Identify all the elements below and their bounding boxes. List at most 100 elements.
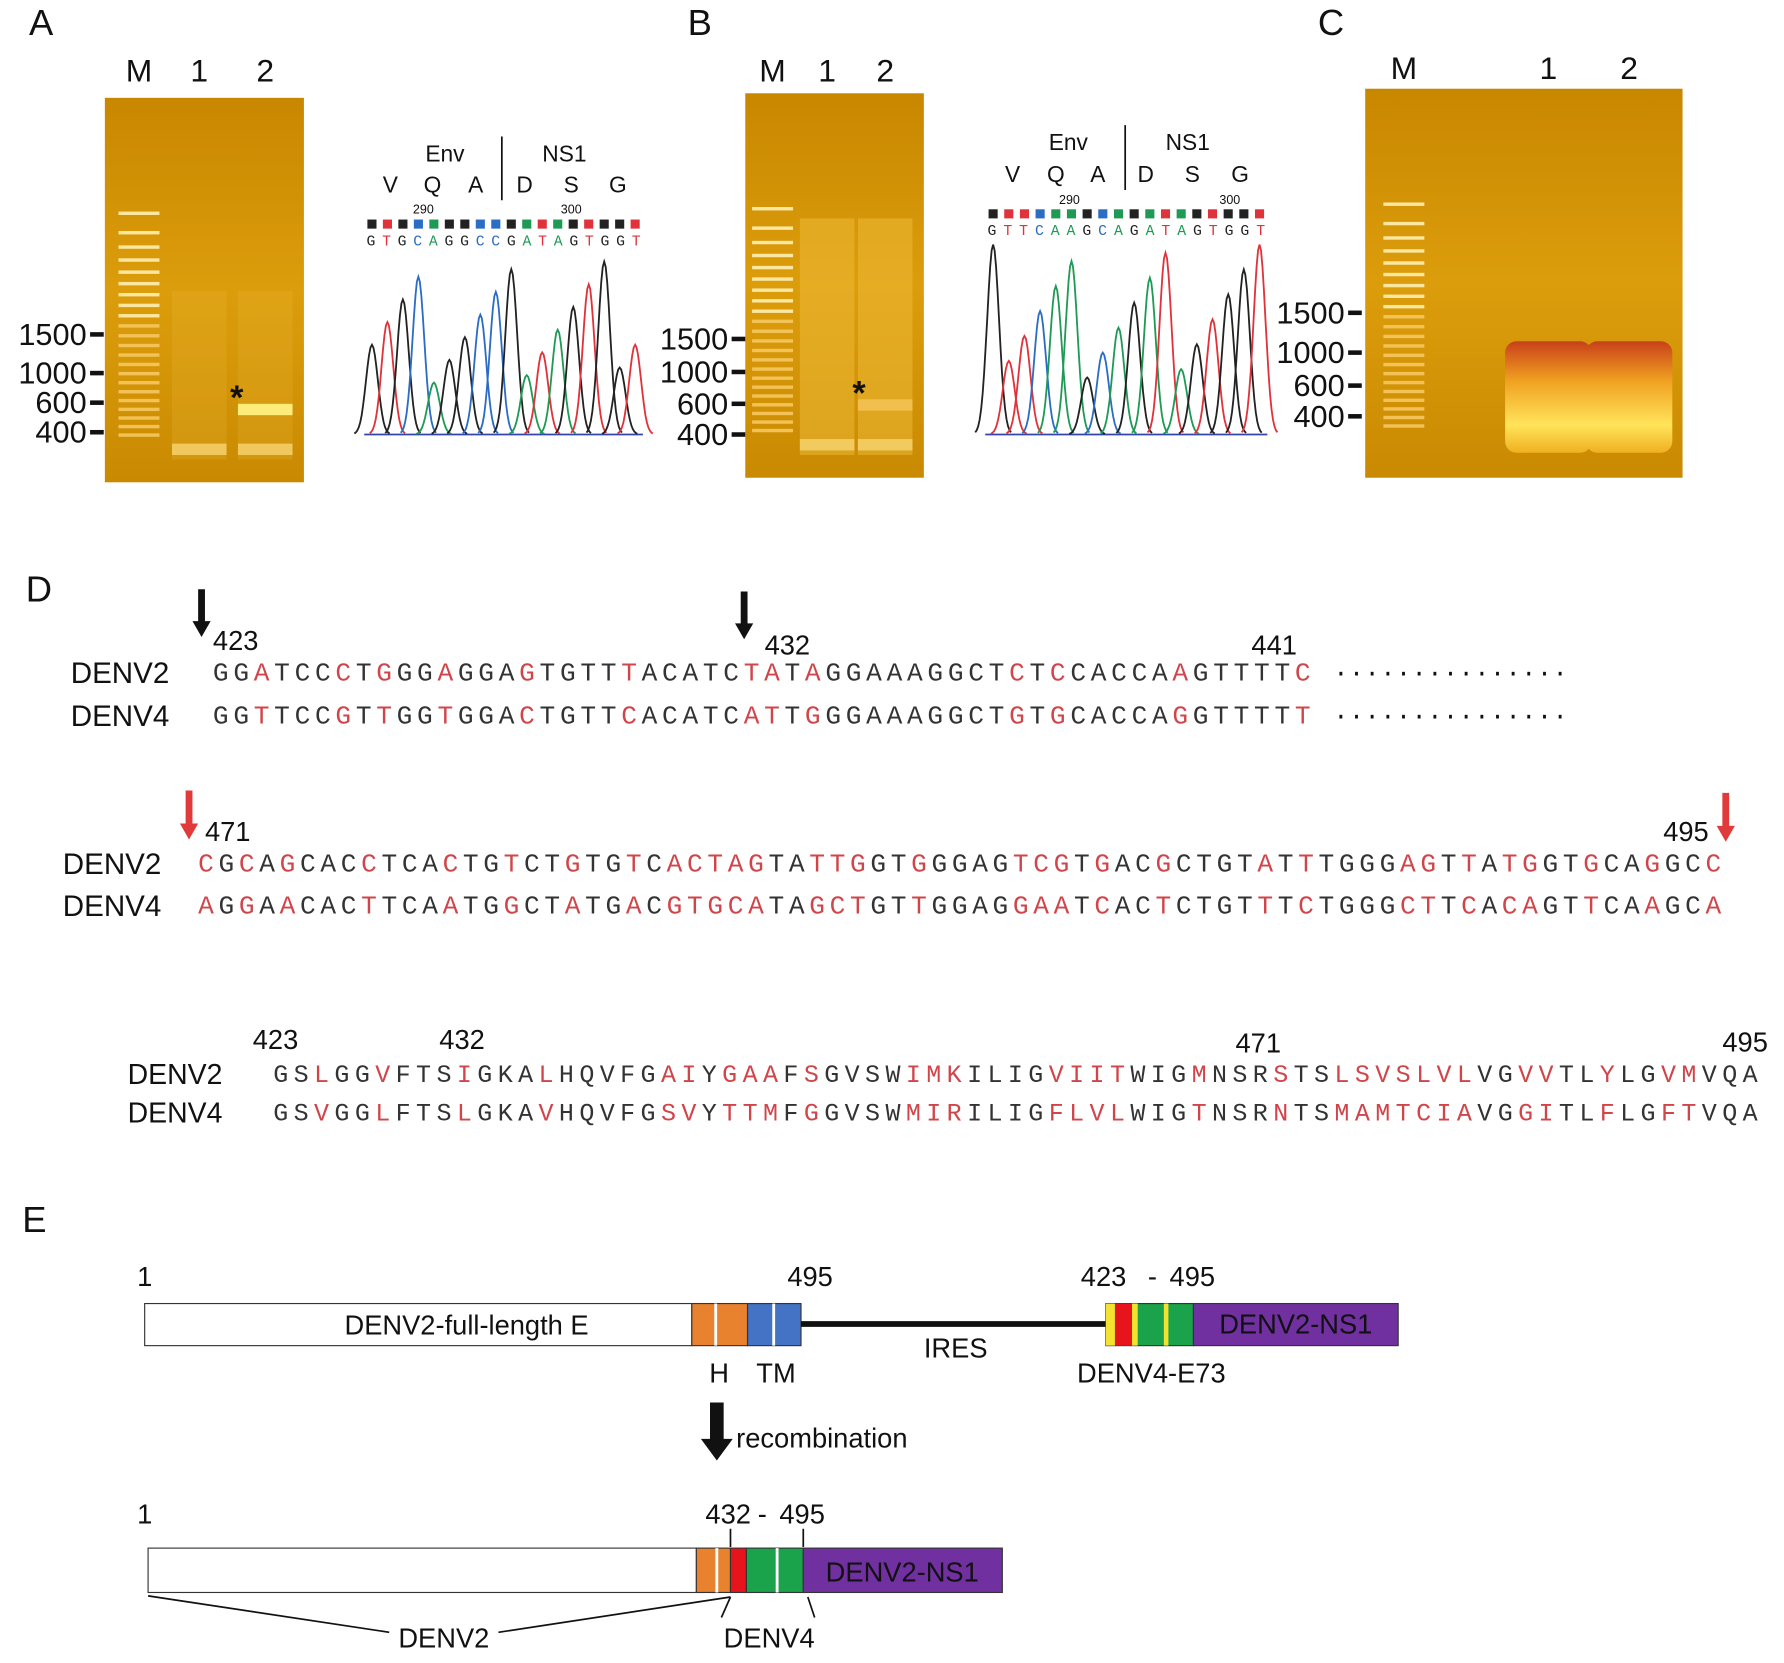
ladder-band <box>752 403 794 407</box>
residue: V <box>383 171 399 197</box>
residue-number: 495 <box>1663 816 1709 847</box>
ladder-band <box>118 303 160 308</box>
trace-peak <box>1068 376 1106 435</box>
ladder-band <box>1383 353 1425 358</box>
base-position: 300 <box>1219 193 1240 207</box>
ladder-band <box>1383 371 1425 376</box>
residue: S <box>564 171 579 197</box>
origin-label: DENV2 <box>398 1622 489 1653</box>
base-square <box>1145 209 1155 219</box>
ladder-band <box>1383 362 1425 367</box>
size-marker: 400 <box>35 415 86 450</box>
ladder-band <box>1383 283 1425 288</box>
base-square <box>398 219 408 229</box>
base-square <box>1192 209 1202 219</box>
ladder-band <box>1383 249 1425 253</box>
product-band <box>237 403 293 416</box>
continuation: ............... <box>1333 654 1567 683</box>
ladder-band <box>752 277 794 281</box>
ladder-band <box>1383 324 1425 329</box>
helix-domain <box>695 1547 732 1594</box>
ladder-band <box>752 428 794 433</box>
residue: V <box>1005 161 1021 187</box>
base-square <box>1066 209 1077 219</box>
trace-peak <box>1037 283 1075 434</box>
ladder-band <box>118 314 160 318</box>
residue-number: 471 <box>1236 1028 1282 1059</box>
ladder-band <box>752 367 794 371</box>
trace-peak <box>399 273 437 434</box>
lane-smear <box>857 218 913 455</box>
lane-label: 2 <box>876 53 894 89</box>
trace-peak <box>554 304 592 434</box>
origin-bracket <box>807 1596 816 1618</box>
region-label: Env <box>1049 129 1089 155</box>
fusion-label: DENV2-NS1 <box>826 1557 979 1588</box>
cut-arrow <box>179 790 199 840</box>
panel-label: C <box>1318 2 1344 43</box>
continuation: ............... <box>1333 698 1567 727</box>
trace-peak <box>1194 317 1232 434</box>
trace-peak <box>601 365 638 435</box>
insert-segment <box>1114 1303 1133 1346</box>
ladder-band <box>1383 304 1425 309</box>
base-square <box>1129 209 1139 219</box>
lane-label: 2 <box>1620 50 1638 86</box>
residue: G <box>609 171 627 197</box>
residue: D <box>1137 161 1153 187</box>
ladder-band <box>752 348 794 353</box>
base-square <box>413 219 423 229</box>
residue: Q <box>424 171 442 197</box>
trace-peak <box>1131 274 1169 434</box>
residue: Q <box>1047 161 1065 187</box>
base-square <box>1207 209 1218 219</box>
residue: S <box>1185 161 1200 187</box>
ladder-band <box>752 394 794 398</box>
size-marker: 600 <box>35 385 86 420</box>
ladder-band <box>752 376 794 380</box>
size-marker: 1000 <box>18 356 86 391</box>
origin-bracket <box>498 1596 731 1634</box>
ladder-band <box>1383 294 1425 298</box>
origin-bracket <box>147 1595 390 1634</box>
size-marker: 1500 <box>1276 295 1344 330</box>
panel-label: A <box>29 2 54 43</box>
residue: G <box>1231 161 1249 187</box>
ladder-band <box>118 381 160 385</box>
base-square <box>568 219 578 229</box>
ladder-band <box>752 253 794 258</box>
ladder-band <box>752 309 794 313</box>
ladder-band <box>1383 415 1425 420</box>
base-square <box>1113 209 1124 219</box>
base-square <box>584 219 594 229</box>
ladder-band <box>752 288 794 292</box>
base-square <box>444 219 454 229</box>
insert-segment <box>1163 1303 1169 1346</box>
trace-peak <box>1240 244 1279 433</box>
sequence-name: DENV2 <box>128 1059 223 1091</box>
ladder-band <box>1383 407 1425 411</box>
base-position: 290 <box>1059 193 1080 207</box>
ladder-band <box>752 226 794 230</box>
lane-smear <box>237 291 293 460</box>
ladder-band <box>118 245 160 249</box>
ladder-band <box>1383 261 1425 265</box>
base-square <box>1082 209 1092 219</box>
position: 432 <box>705 1498 751 1529</box>
trace-peak <box>1021 308 1059 434</box>
size-marker: 1500 <box>18 317 86 352</box>
ladder-band <box>1383 236 1425 240</box>
ladder-band <box>1383 398 1425 402</box>
primer-band <box>171 443 227 455</box>
ladder-band <box>1383 221 1425 226</box>
size-marker: 600 <box>1293 368 1344 403</box>
residue-number: 423 <box>253 1024 299 1055</box>
residue: A <box>468 171 484 197</box>
trace-peak <box>462 312 499 434</box>
fusion-label: DENV2-NS1 <box>1219 1309 1372 1340</box>
insert-box <box>745 1547 804 1594</box>
ladder-band <box>118 424 160 429</box>
